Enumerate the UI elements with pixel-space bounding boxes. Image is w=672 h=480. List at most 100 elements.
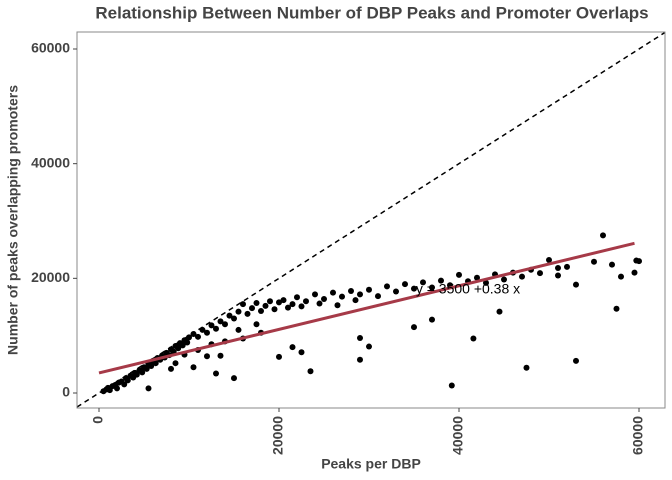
point (302, 298, 309, 305)
point (356, 291, 363, 298)
point (298, 303, 305, 310)
x-axis-title: Peaks per DBP (321, 456, 421, 472)
point (410, 324, 417, 331)
y-tick-label: 40000 (31, 154, 70, 170)
point (175, 345, 182, 352)
point (190, 364, 197, 371)
panel-border (76, 31, 666, 409)
point (599, 232, 606, 239)
x-tick-label: 60000 (630, 416, 646, 455)
point (280, 297, 287, 304)
point (235, 326, 242, 333)
point (212, 325, 219, 332)
point (145, 385, 152, 392)
point (311, 291, 318, 298)
point (203, 329, 210, 336)
point (554, 272, 561, 279)
point (631, 269, 638, 276)
y-axis-title: Number of peaks overlapping promoters (5, 85, 21, 355)
point (235, 308, 242, 315)
y-tick-label: 0 (62, 384, 70, 400)
point (253, 299, 260, 306)
point (437, 277, 444, 284)
point (518, 273, 525, 280)
point (419, 279, 426, 286)
point (455, 271, 462, 278)
point (470, 335, 477, 342)
point (179, 342, 186, 349)
point (329, 289, 336, 296)
point (383, 283, 390, 290)
point (184, 339, 191, 346)
point (365, 343, 372, 350)
reference-line (77, 32, 665, 408)
point (244, 310, 251, 317)
point (500, 276, 507, 283)
point (608, 261, 615, 268)
point (365, 286, 372, 293)
point (133, 371, 140, 378)
point (613, 305, 620, 312)
point (572, 281, 579, 288)
point (185, 334, 192, 341)
point (208, 322, 215, 329)
point (139, 369, 146, 376)
point (253, 321, 260, 328)
point (563, 263, 570, 270)
point (230, 315, 237, 322)
point (271, 306, 278, 313)
point (266, 298, 273, 305)
point (320, 295, 327, 302)
point (356, 334, 363, 341)
point (428, 316, 435, 323)
point (401, 281, 408, 288)
point (590, 258, 597, 265)
point (448, 382, 455, 389)
point (293, 294, 300, 301)
point (257, 308, 264, 315)
point (212, 370, 219, 377)
point (352, 297, 359, 304)
point (289, 301, 296, 308)
point (536, 270, 543, 277)
point (113, 385, 120, 392)
point (275, 299, 282, 306)
point (124, 377, 131, 384)
point (298, 349, 305, 356)
point (217, 352, 224, 359)
point (203, 353, 210, 360)
point (635, 258, 642, 265)
plot-area (77, 32, 665, 408)
point (230, 375, 237, 382)
point (473, 274, 480, 281)
point (226, 312, 233, 319)
point (152, 360, 159, 367)
point (143, 365, 150, 372)
y-tick-label: 60000 (31, 40, 70, 56)
point (347, 287, 354, 294)
point (284, 304, 291, 311)
trend-label: y = 3500 +0.38 x (416, 281, 520, 297)
point (148, 363, 155, 370)
point (482, 279, 489, 286)
point (334, 302, 341, 309)
point (523, 364, 530, 371)
point (338, 293, 345, 300)
point (307, 368, 314, 375)
point (554, 265, 561, 272)
point (545, 256, 552, 263)
point (496, 308, 503, 315)
point (172, 360, 179, 367)
point (167, 365, 174, 372)
point (190, 330, 197, 337)
point (617, 273, 624, 280)
point (572, 357, 579, 364)
point (217, 318, 224, 325)
chart-title: Relationship Between Number of DBP Peaks… (95, 3, 648, 22)
point (262, 302, 269, 309)
point (428, 284, 435, 291)
trend-line (98, 241, 635, 375)
y-tick-label: 20000 (31, 269, 70, 285)
